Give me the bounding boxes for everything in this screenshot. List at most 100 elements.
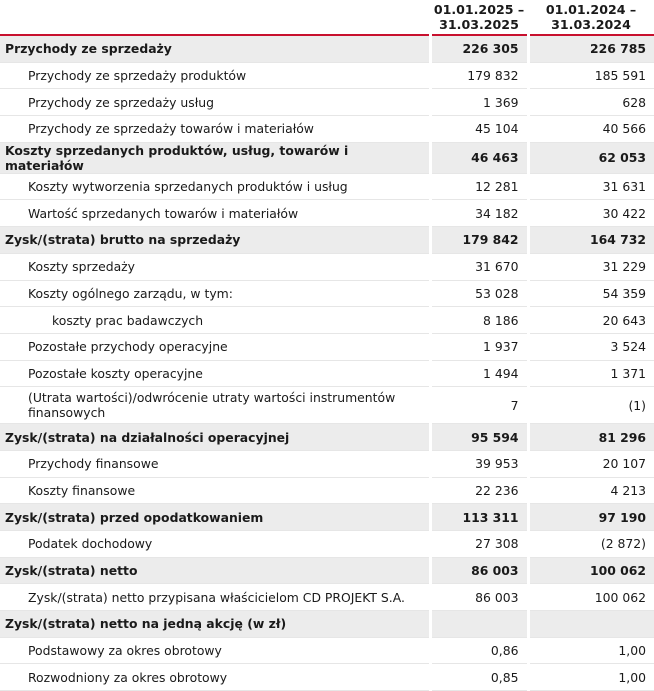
row: (Utrata wartości)/odwrócenie utraty wart… (0, 386, 654, 425)
cell-value: 4 213 (526, 477, 654, 505)
cell-value: 628 (526, 88, 654, 117)
row-label: Rozwodniony za okres obrotowy (0, 663, 430, 691)
row: Koszty finansowe 22 236 4 213 (0, 477, 654, 505)
cell-value: 53 028 (428, 280, 528, 308)
cell-value: 179 832 (428, 62, 528, 90)
row: Koszty wytworzenia sprzedanych produktów… (0, 173, 654, 201)
row-label: Zysk/(strata) na działalności operacyjne… (0, 423, 430, 451)
cell-value: 39 953 (428, 450, 528, 478)
row: Zysk/(strata) netto przypisana właścicie… (0, 583, 654, 612)
cell-value: 46 463 (428, 142, 528, 174)
cell-value: 97 190 (526, 503, 654, 531)
cell-value: 34 182 (428, 199, 528, 228)
row-label: (Utrata wartości)/odwrócenie utraty wart… (0, 386, 430, 425)
row: Przychody ze sprzedaży towarów i materia… (0, 115, 654, 143)
cell-value: 1,00 (526, 637, 654, 665)
row-label: Koszty ogólnego zarządu, w tym: (0, 280, 430, 308)
table-body: Przychody ze sprzedaży 226 305 226 785 Przy… (0, 35, 654, 691)
cell-value: 1 494 (428, 360, 528, 388)
row: Pozostałe koszty operacyjne 1 494 1 371 (0, 360, 654, 388)
cell-value: 86 003 (428, 583, 528, 612)
cell-value: 179 842 (428, 226, 528, 254)
row-label: Przychody finansowe (0, 450, 430, 478)
cell-value: 62 053 (526, 142, 654, 174)
cell-value (526, 610, 654, 638)
cell-value: 27 308 (428, 530, 528, 558)
row-label: Przychody ze sprzedaży (0, 35, 430, 63)
row-label: Wartość sprzedanych towarów i materiałów (0, 199, 430, 228)
cell-value: 20 107 (526, 450, 654, 478)
cell-value: 86 003 (428, 557, 528, 585)
cell-value: 164 732 (526, 226, 654, 254)
row: Podstawowy za okres obrotowy 0,86 1,00 (0, 637, 654, 665)
total-row: Zysk/(strata) netto 86 003 100 062 (0, 557, 654, 585)
row-label: Zysk/(strata) netto (0, 557, 430, 585)
total-row: Zysk/(strata) netto na jedną akcję (w zł… (0, 610, 654, 638)
cell-value: 1 371 (526, 360, 654, 388)
cell-value: 22 236 (428, 477, 528, 505)
row: Pozostałe przychody operacyjne 1 937 3 524 (0, 333, 654, 361)
total-row: Zysk/(strata) na działalności operacyjne… (0, 423, 654, 451)
row-label: Podstawowy za okres obrotowy (0, 637, 430, 665)
row: Podatek dochodowy 27 308 (2 872) (0, 530, 654, 558)
row-label: Przychody ze sprzedaży produktów (0, 62, 430, 90)
row: Wartość sprzedanych towarów i materiałów… (0, 199, 654, 228)
row-label: koszty prac badawczych (0, 306, 430, 334)
cell-value: 226 305 (428, 35, 528, 63)
row-label: Koszty finansowe (0, 477, 430, 505)
cell-value: 185 591 (526, 62, 654, 90)
column-header: 01.01.2025 – 31.03.2025 (430, 0, 528, 36)
row-label: Koszty wytworzenia sprzedanych produktów… (0, 173, 430, 201)
row-label: Pozostałe przychody operacyjne (0, 333, 430, 361)
cell-value: 31 631 (526, 173, 654, 201)
cell-value (428, 610, 528, 638)
total-row: Przychody ze sprzedaży 226 305 226 785 (0, 35, 654, 63)
cell-value: 100 062 (526, 557, 654, 585)
total-row: Koszty sprzedanych produktów, usług, tow… (0, 142, 654, 174)
cell-value: 1 937 (428, 333, 528, 361)
cell-value: 100 062 (526, 583, 654, 612)
header-row: 01.01.2025 – 31.03.2025 01.01.2024 – 31.… (0, 0, 654, 36)
cell-value: 113 311 (428, 503, 528, 531)
cell-value: 12 281 (428, 173, 528, 201)
row-label: Koszty sprzedaży (0, 253, 430, 281)
row: Koszty sprzedaży 31 670 31 229 (0, 253, 654, 281)
cell-value: 95 594 (428, 423, 528, 451)
row: koszty prac badawczych 8 186 20 643 (0, 306, 654, 334)
cell-value: 40 566 (526, 115, 654, 143)
row-label: Koszty sprzedanych produktów, usług, tow… (0, 142, 430, 174)
column-header: 01.01.2024 – 31.03.2024 (528, 0, 654, 36)
cell-value: 0,85 (428, 663, 528, 691)
cell-value: 54 359 (526, 280, 654, 308)
row: Rozwodniony za okres obrotowy 0,85 1,00 (0, 663, 654, 691)
cell-value: 3 524 (526, 333, 654, 361)
cell-value: 226 785 (526, 35, 654, 63)
cell-value: 8 186 (428, 306, 528, 334)
cell-value: 1 369 (428, 88, 528, 117)
total-row: Zysk/(strata) brutto na sprzedaży 179 842… (0, 226, 654, 254)
row: Przychody finansowe 39 953 20 107 (0, 450, 654, 478)
row-label: Podatek dochodowy (0, 530, 430, 558)
cell-value: 31 229 (526, 253, 654, 281)
cell-value: 0,86 (428, 637, 528, 665)
row-label: Zysk/(strata) netto przypisana właścicie… (0, 583, 430, 612)
cell-value: (1) (526, 386, 654, 425)
row-label: Zysk/(strata) przed opodatkowaniem (0, 503, 430, 531)
cell-value: 45 104 (428, 115, 528, 143)
row: Przychody ze sprzedaży produktów 179 832 1… (0, 62, 654, 90)
row-label: Przychody ze sprzedaży towarów i materia… (0, 115, 430, 143)
row-label: Przychody ze sprzedaży usług (0, 88, 430, 117)
total-row: Zysk/(strata) przed opodatkowaniem 113 31… (0, 503, 654, 531)
cell-value: 1,00 (526, 663, 654, 691)
row: Koszty ogólnego zarządu, w tym: 53 028 54 … (0, 280, 654, 308)
row-label: Zysk/(strata) brutto na sprzedaży (0, 226, 430, 254)
cell-value: 20 643 (526, 306, 654, 334)
cell-value: 31 670 (428, 253, 528, 281)
cell-value: (2 872) (526, 530, 654, 558)
row: Przychody ze sprzedaży usług 1 369 628 (0, 88, 654, 117)
row-label: Zysk/(strata) netto na jedną akcję (w zł… (0, 610, 430, 638)
row-label: Pozostałe koszty operacyjne (0, 360, 430, 388)
table-header: 01.01.2025 – 31.03.2025 01.01.2024 – 31.… (0, 0, 654, 36)
